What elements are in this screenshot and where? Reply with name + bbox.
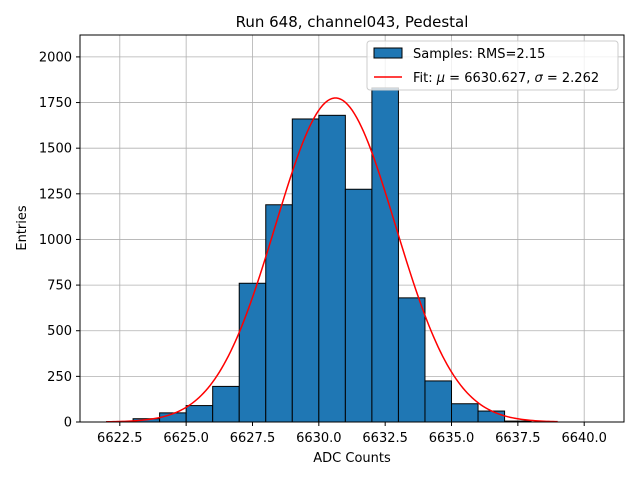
x-tick-label-6: 6637.5 — [495, 431, 541, 446]
y-tick-label-3: 750 — [47, 279, 72, 294]
fit-curve-group — [106, 97, 558, 423]
chart-title: Run 648, channel043, Pedestal — [236, 13, 469, 31]
x-tick-label-4: 6632.5 — [362, 431, 408, 446]
histogram-bar-4 — [212, 385, 240, 423]
legend-box — [366, 40, 619, 91]
histogram-bar-13 — [451, 403, 479, 423]
legend-label-fit: Fit: μ = 6630.627, σ = 2.262 — [413, 71, 599, 86]
histogram-bar-3 — [185, 405, 214, 423]
histogram-bar-10 — [371, 87, 399, 423]
y-tick-label-2: 500 — [47, 324, 72, 339]
y-tick-label-8: 2000 — [39, 50, 72, 65]
y-tick-label-0: 0 — [64, 416, 72, 431]
y-tick-label-6: 1500 — [39, 142, 72, 157]
x-tick-label-0: 6622.5 — [97, 431, 143, 446]
y-tick-label-4: 1000 — [39, 233, 72, 248]
legend-label-samples: Samples: RMS=2.15 — [413, 47, 545, 62]
legend-fit-prefix: Fit: — [413, 71, 437, 86]
y-axis-ticks: 0 250 500 750 1000 1250 1500 1750 2000 — [39, 50, 80, 431]
histogram-bar-9 — [344, 188, 373, 423]
x-axis-ticks: 6622.5 6625.0 6627.5 6630.0 6632.5 6635.0 6637… — [97, 422, 607, 446]
histogram-bar-12 — [424, 380, 453, 423]
y-axis-label: Entries — [15, 205, 30, 251]
histogram-bar-14 — [477, 410, 506, 423]
y-tick-label-7: 1750 — [39, 96, 72, 111]
y-tick-label-5: 1250 — [39, 187, 72, 202]
plot-frame — [79, 34, 625, 423]
legend-mu-symbol: μ — [436, 71, 445, 86]
x-tick-label-5: 6635.0 — [429, 431, 475, 446]
x-tick-label-1: 6625.0 — [163, 431, 209, 446]
y-tick-label-1: 250 — [47, 370, 72, 385]
histogram-bar-5 — [238, 282, 267, 423]
histogram-bar-6 — [265, 204, 293, 423]
x-tick-label-7: 6640.0 — [561, 431, 607, 446]
fit-curve — [106, 97, 558, 423]
histogram-bar-7 — [291, 118, 320, 423]
histogram-bar-11 — [397, 297, 426, 423]
histogram-bars — [106, 87, 532, 423]
legend-sigma-value: = 2.262 — [543, 71, 599, 86]
x-tick-label-2: 6627.5 — [230, 431, 276, 446]
legend-histogram-swatch — [373, 47, 403, 59]
legend-sigma-symbol: σ — [535, 71, 544, 86]
histogram-bar-8 — [318, 114, 346, 423]
legend-mu-value: = 6630.627, — [445, 71, 534, 86]
x-tick-label-3: 6630.0 — [296, 431, 342, 446]
x-axis-label: ADC Counts — [313, 451, 391, 466]
legend: Samples: RMS=2.15 Fit: μ = 6630.627, σ =… — [366, 40, 619, 91]
